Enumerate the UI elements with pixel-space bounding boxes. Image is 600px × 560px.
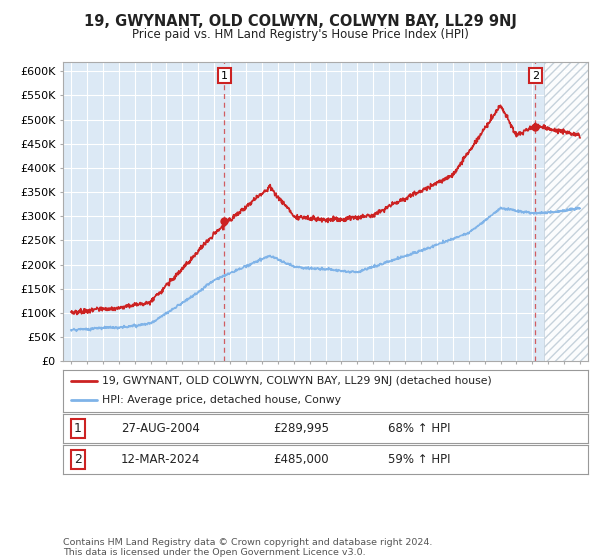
Text: 2: 2 bbox=[74, 453, 82, 466]
Text: Contains HM Land Registry data © Crown copyright and database right 2024.
This d: Contains HM Land Registry data © Crown c… bbox=[63, 538, 433, 557]
Text: 27-AUG-2004: 27-AUG-2004 bbox=[121, 422, 200, 435]
Text: 19, GWYNANT, OLD COLWYN, COLWYN BAY, LL29 9NJ: 19, GWYNANT, OLD COLWYN, COLWYN BAY, LL2… bbox=[83, 14, 517, 29]
Text: HPI: Average price, detached house, Conwy: HPI: Average price, detached house, Conw… bbox=[103, 395, 341, 405]
Text: 1: 1 bbox=[74, 422, 82, 435]
Text: 68% ↑ HPI: 68% ↑ HPI bbox=[389, 422, 451, 435]
Text: £485,000: £485,000 bbox=[273, 453, 329, 466]
Text: Price paid vs. HM Land Registry's House Price Index (HPI): Price paid vs. HM Land Registry's House … bbox=[131, 28, 469, 41]
Text: £289,995: £289,995 bbox=[273, 422, 329, 435]
Text: 1: 1 bbox=[221, 71, 228, 81]
Text: 2: 2 bbox=[532, 71, 539, 81]
Text: 19, GWYNANT, OLD COLWYN, COLWYN BAY, LL29 9NJ (detached house): 19, GWYNANT, OLD COLWYN, COLWYN BAY, LL2… bbox=[103, 376, 492, 386]
Text: 12-MAR-2024: 12-MAR-2024 bbox=[121, 453, 200, 466]
Text: 59% ↑ HPI: 59% ↑ HPI bbox=[389, 453, 451, 466]
